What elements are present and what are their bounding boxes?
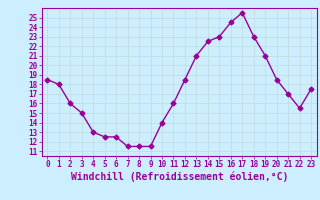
X-axis label: Windchill (Refroidissement éolien,°C): Windchill (Refroidissement éolien,°C) bbox=[70, 172, 288, 182]
